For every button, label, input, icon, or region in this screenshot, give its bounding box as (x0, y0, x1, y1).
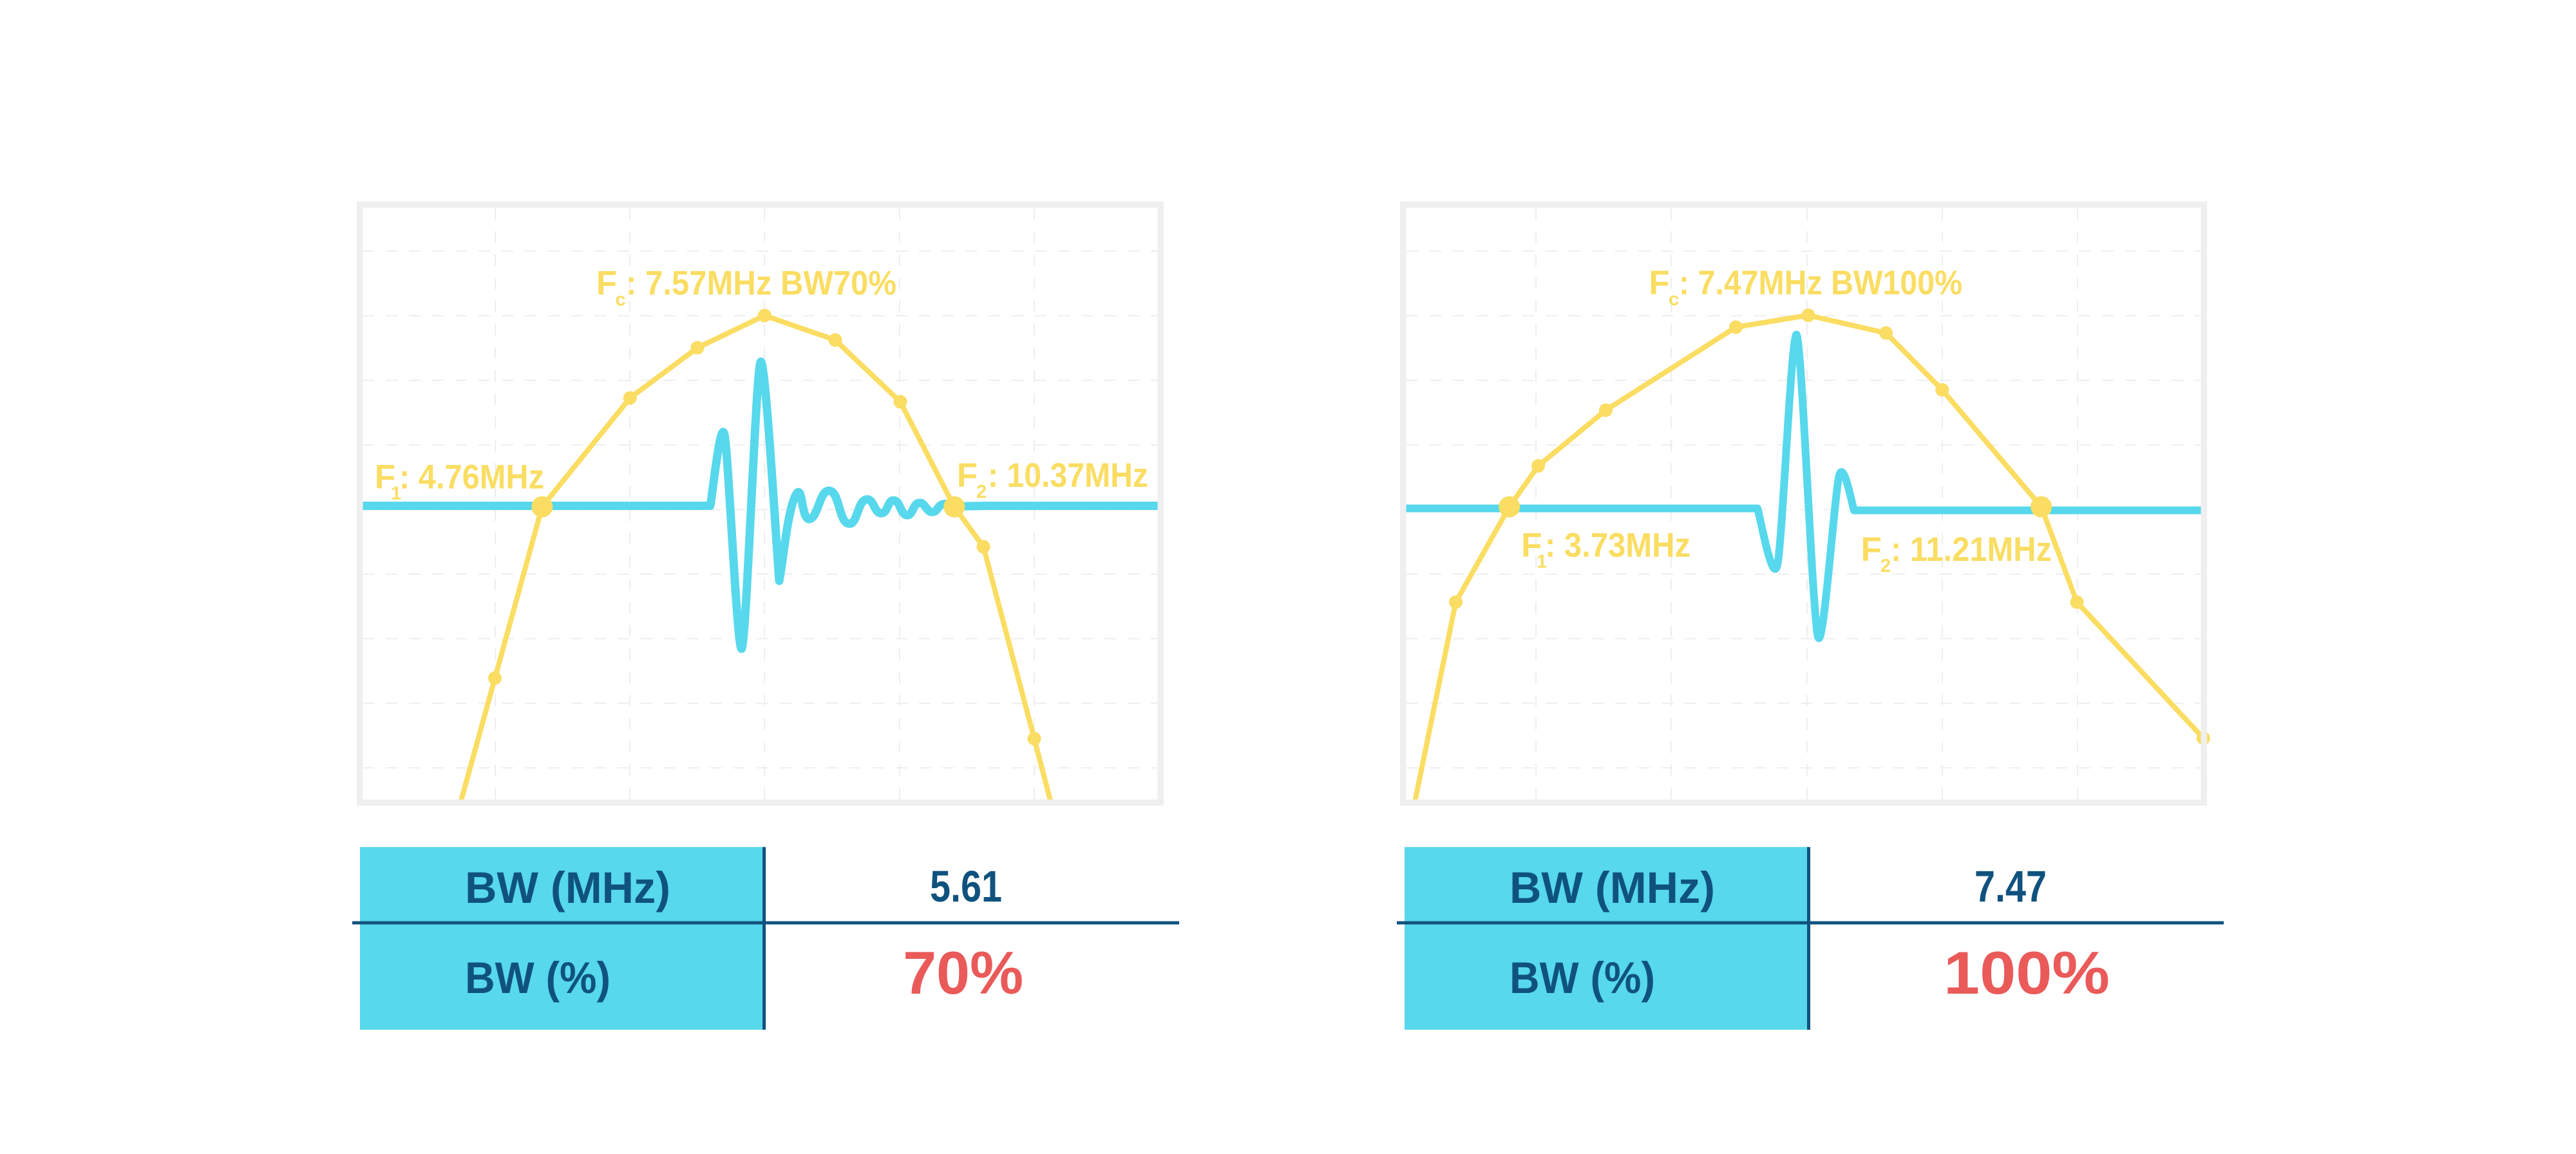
svg-text:F: F (596, 265, 617, 303)
svg-text:: 4.76MHz: : 4.76MHz (399, 459, 544, 497)
svg-text:100%: 100% (1944, 939, 2110, 1007)
svg-text:1: 1 (1537, 552, 1547, 572)
svg-text:: 10.37MHz: : 10.37MHz (988, 457, 1148, 495)
svg-text:70%: 70% (903, 939, 1023, 1007)
svg-text:F: F (1649, 264, 1669, 302)
svg-text:F: F (957, 457, 978, 495)
svg-text:F: F (1861, 531, 1882, 569)
svg-text:BW (%): BW (%) (1510, 953, 1655, 1003)
svg-text:1: 1 (391, 484, 401, 504)
svg-text:BW (MHz): BW (MHz) (465, 863, 670, 913)
svg-text:2: 2 (976, 482, 987, 502)
svg-text:c: c (616, 290, 626, 310)
svg-text:BW (%): BW (%) (465, 953, 611, 1003)
svg-text:: 11.21MHz: : 11.21MHz (1891, 531, 2052, 569)
svg-text:: 7.57MHz BW70%: : 7.57MHz BW70% (626, 265, 896, 303)
svg-text:: 3.73MHz: : 3.73MHz (1545, 527, 1690, 565)
svg-text:7.47: 7.47 (1975, 862, 2047, 911)
svg-text:F: F (375, 459, 395, 497)
svg-text:2: 2 (1880, 556, 1891, 576)
svg-text:5.61: 5.61 (930, 862, 1002, 911)
svg-text:BW (MHz): BW (MHz) (1510, 863, 1715, 913)
svg-text:: 7.47MHz BW100%: : 7.47MHz BW100% (1679, 264, 1962, 302)
svg-text:c: c (1669, 289, 1679, 310)
svg-text:F: F (1521, 527, 1542, 565)
